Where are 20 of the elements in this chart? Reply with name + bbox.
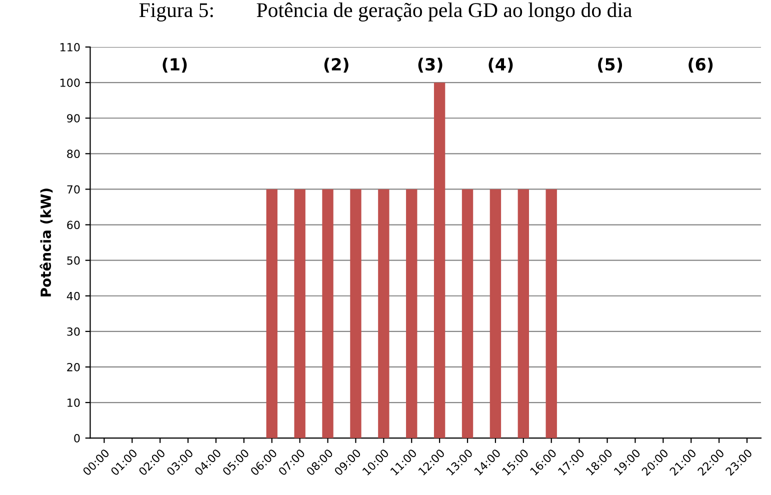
annotation: (1)	[162, 58, 187, 73]
y-tick-label: 30	[67, 327, 80, 336]
y-tick-label: 40	[66, 292, 80, 300]
y-axis-title: Potência (kW)	[40, 188, 53, 296]
y-tick-label: 20	[67, 362, 80, 372]
y-tick-label: 0	[74, 434, 80, 442]
y-tick-label: 80	[67, 150, 80, 158]
y-tick-label: 50	[67, 256, 80, 265]
annotation: (6)	[688, 58, 713, 73]
y-tick-label: 10	[68, 398, 80, 407]
chart-title: Figura 5: Potência de geração pela GD ao longo do dia	[139, 2, 632, 22]
annotation: (3)	[418, 58, 442, 73]
y-tick-label: 60	[67, 220, 80, 230]
annotation: (4)	[488, 58, 513, 73]
y-tick-label: 90	[67, 114, 80, 123]
y-tick-label: 110	[60, 43, 80, 52]
y-tick-label: 100	[60, 78, 80, 87]
y-tick-label: 70	[67, 185, 80, 194]
annotation: (5)	[598, 58, 622, 73]
annotation: (2)	[324, 58, 348, 73]
